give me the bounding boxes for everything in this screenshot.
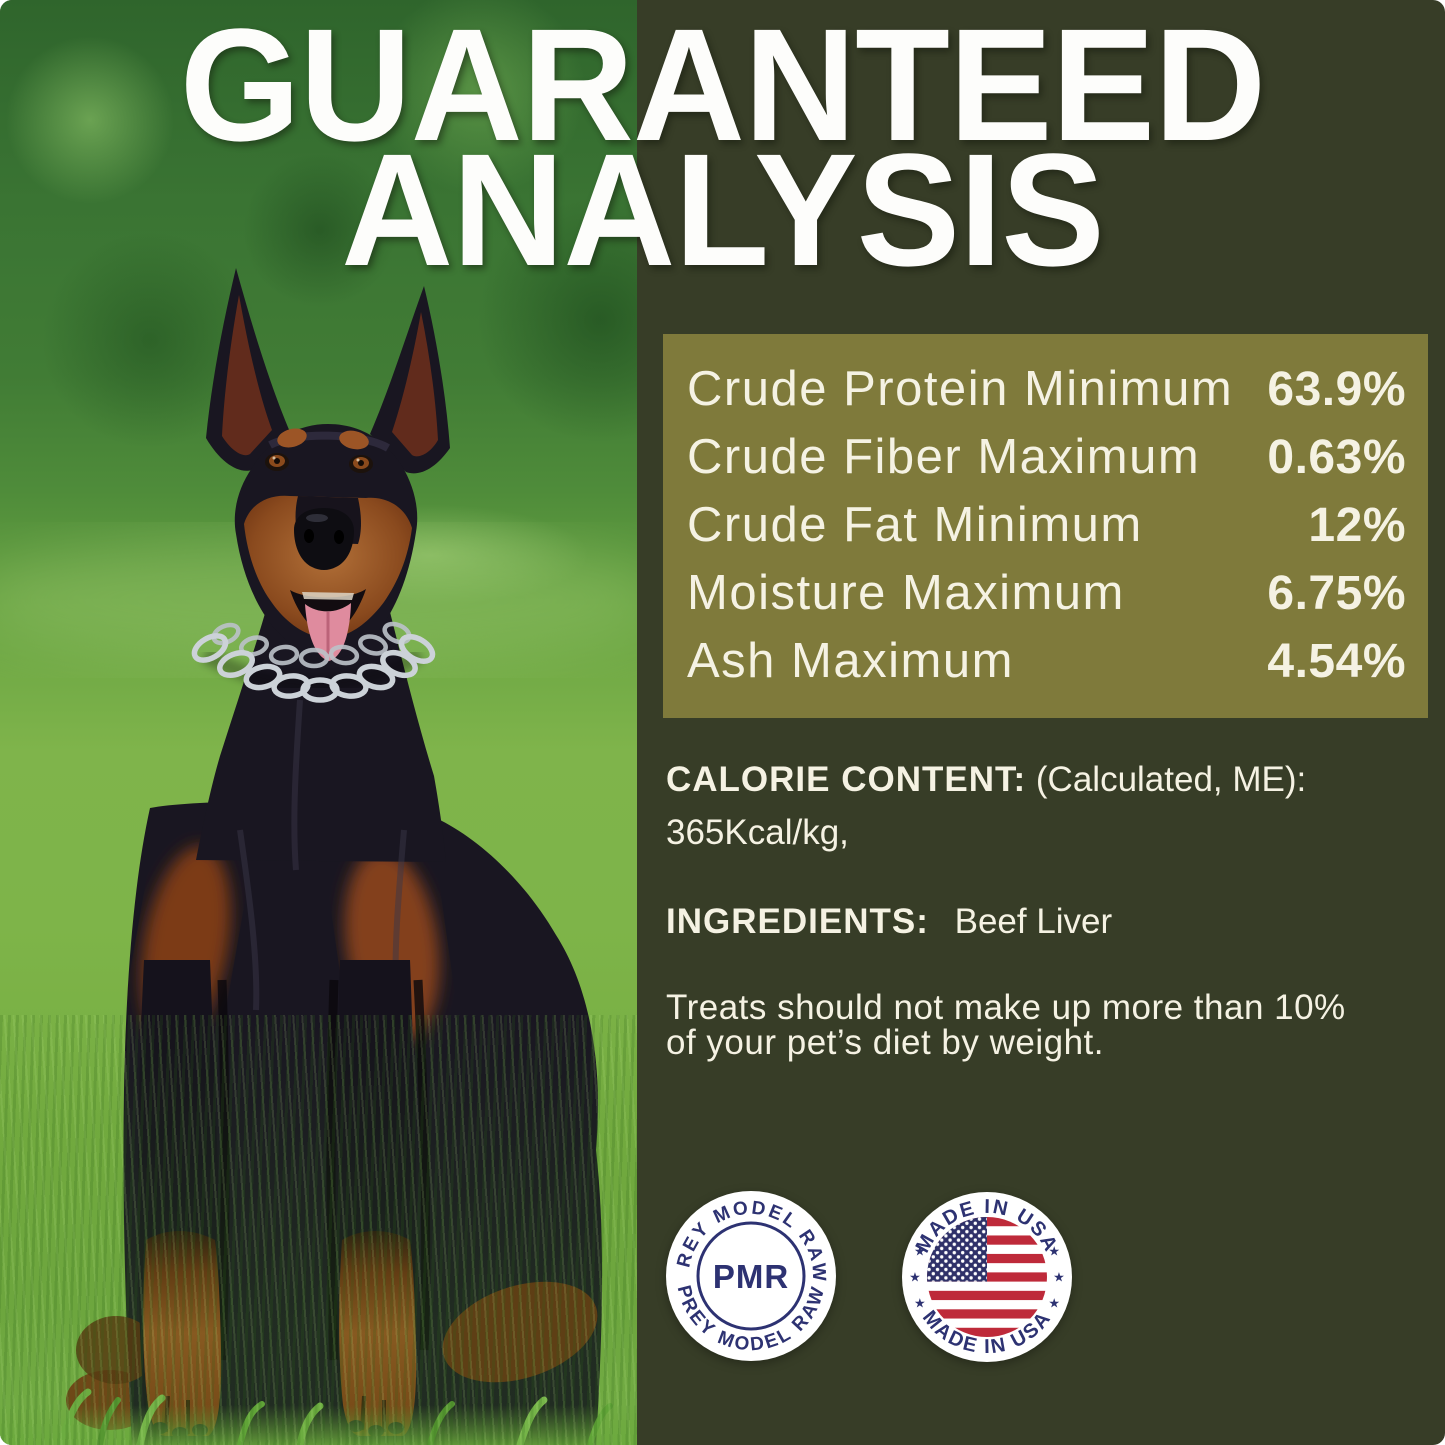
pmr-inner-ring	[696, 1221, 806, 1331]
analysis-label: Crude Protein Minimum	[687, 362, 1234, 416]
calorie-content-label: CALORIE CONTENT:	[666, 760, 1027, 799]
svg-text:★: ★	[1048, 1295, 1060, 1310]
page-title: GUARANTEED ANALYSIS	[22, 0, 1424, 299]
made-in-usa-badge: MADE IN USA MADE IN USA ★ ★ ★ ★ ★ ★	[902, 1192, 1072, 1362]
pmr-badge-center-text: PMR	[713, 1258, 789, 1295]
svg-text:★: ★	[1053, 1270, 1065, 1285]
ingredients-section: INGREDIENTS: Beef Liver	[666, 900, 1112, 944]
doberman-illustration	[0, 268, 637, 1445]
usa-flag-icon	[927, 1217, 1047, 1337]
analysis-row: Ash Maximum 4.54%	[687, 627, 1406, 695]
pmr-badge-circle	[666, 1191, 836, 1361]
usa-badge-stars: ★ ★ ★ ★ ★ ★	[909, 1244, 1065, 1311]
analysis-value: 4.54%	[1267, 634, 1406, 688]
calorie-content-line: CALORIE CONTENT: (Calculated, ME):	[666, 758, 1306, 802]
analysis-row: Moisture Maximum 6.75%	[687, 559, 1406, 627]
analysis-row: Crude Fiber Maximum 0.63%	[687, 423, 1406, 491]
calorie-content-value: 365Kcal/kg,	[666, 813, 849, 852]
feeding-note-line-2: of your pet’s diet by weight.	[666, 1023, 1104, 1062]
analysis-label: Ash Maximum	[687, 634, 1014, 688]
analysis-value: 12%	[1308, 498, 1406, 552]
analysis-value: 63.9%	[1267, 362, 1406, 416]
svg-text:★: ★	[1048, 1244, 1060, 1259]
ingredients-label: INGREDIENTS:	[666, 902, 929, 941]
svg-text:★: ★	[909, 1270, 921, 1285]
svg-text:★: ★	[914, 1295, 926, 1310]
analysis-value: 6.75%	[1267, 566, 1406, 620]
feeding-note: Treats should not make up more than 10% …	[666, 990, 1346, 1060]
title-line-1: GUARANTEED	[179, 0, 1266, 174]
analysis-label: Moisture Maximum	[687, 566, 1125, 620]
analysis-row: Crude Fat Minimum 12%	[687, 491, 1406, 559]
prey-model-raw-badge: PREY MODEL RAW PREY MODEL RAW PMR	[665, 1190, 836, 1361]
feeding-note-line-1: Treats should not make up more than 10%	[666, 988, 1346, 1027]
title-line-2: ANALYSIS	[341, 120, 1105, 299]
ingredients-value: Beef Liver	[954, 902, 1113, 941]
calorie-content-section: CALORIE CONTENT: (Calculated, ME): 365Kc…	[666, 758, 1306, 855]
analysis-label: Crude Fiber Maximum	[687, 430, 1201, 484]
svg-text:★: ★	[914, 1244, 926, 1259]
analysis-label: Crude Fat Minimum	[687, 498, 1143, 552]
analysis-value: 0.63%	[1267, 430, 1406, 484]
dog-photo	[0, 0, 637, 1445]
calorie-content-suffix: (Calculated, ME):	[1035, 760, 1307, 799]
guaranteed-analysis-box: Crude Protein Minimum 63.9% Crude Fiber …	[663, 334, 1428, 718]
analysis-row: Crude Protein Minimum 63.9%	[687, 355, 1406, 423]
